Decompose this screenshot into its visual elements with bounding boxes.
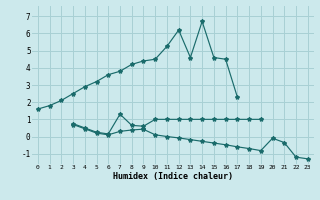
X-axis label: Humidex (Indice chaleur): Humidex (Indice chaleur) [113, 172, 233, 181]
